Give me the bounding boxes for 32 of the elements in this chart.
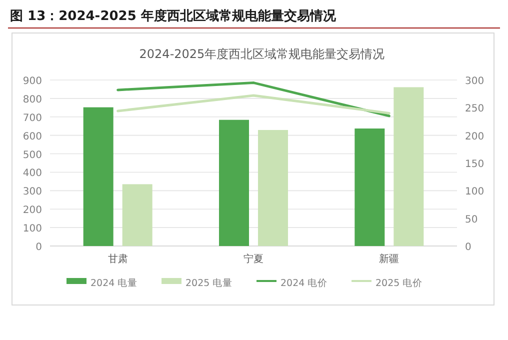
y2-tick-label: 150 — [465, 159, 484, 170]
y-tick-label: 0 — [36, 242, 42, 253]
legend-label: 2025 电价 — [376, 277, 423, 289]
y-tick-label: 400 — [22, 168, 42, 180]
y2-tick-label: 250 — [465, 104, 484, 115]
bar — [219, 120, 249, 246]
bar — [122, 184, 152, 246]
bar — [394, 87, 424, 246]
legend-label: 2024 电价 — [280, 277, 328, 289]
y-tick-label: 800 — [22, 94, 42, 106]
bar — [83, 107, 114, 246]
x-tick-label: 甘肃 — [108, 253, 128, 265]
chart-subtitle: 2024-2025年度西北区域常规电能量交易情况 — [139, 47, 385, 61]
y2-tick-label: 50 — [465, 214, 478, 226]
bar — [258, 130, 288, 246]
y-tick-label: 300 — [22, 186, 42, 198]
x-tick-label: 新疆 — [379, 253, 400, 265]
x-tick-label: 宁夏 — [244, 253, 264, 265]
y-tick-label: 900 — [22, 76, 42, 87]
y-tick-label: 700 — [22, 112, 42, 124]
y2-tick-label: 200 — [465, 131, 484, 142]
y2-tick-label: 300 — [465, 76, 484, 87]
y-tick-label: 100 — [22, 224, 42, 235]
legend-label: 2024 电量 — [90, 277, 138, 289]
bar — [354, 128, 385, 246]
y-tick-label: 200 — [22, 205, 42, 216]
y2-tick-label: 0 — [465, 242, 472, 253]
y-tick-label: 500 — [22, 150, 42, 161]
y-tick-label: 600 — [22, 131, 42, 142]
legend-label: 2025 电量 — [186, 277, 233, 289]
chart-title: 图 13：2024-2025 年度西北区域常规电能量交易情况 — [10, 8, 337, 24]
y2-tick-label: 100 — [465, 186, 484, 198]
